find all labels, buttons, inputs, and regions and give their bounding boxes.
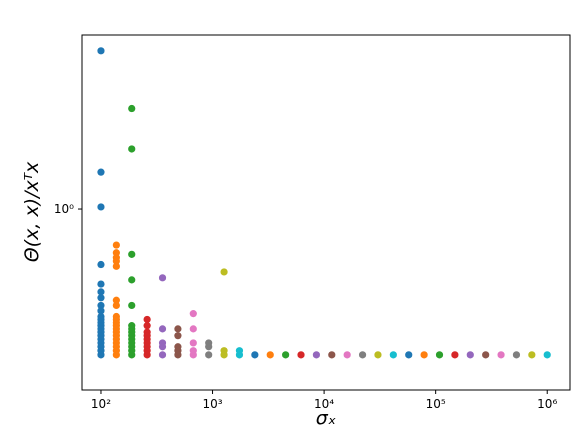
point <box>451 351 459 359</box>
x-tick-label: 10³ <box>202 397 222 411</box>
point <box>143 322 151 330</box>
point <box>112 351 120 359</box>
point <box>374 351 382 359</box>
point <box>220 268 228 276</box>
x-tick-label: 10⁵ <box>426 397 446 411</box>
point <box>128 276 136 284</box>
point <box>128 145 136 153</box>
point <box>205 351 213 359</box>
point <box>312 351 321 359</box>
point <box>112 262 120 270</box>
point <box>112 301 120 310</box>
point <box>158 343 167 351</box>
point <box>143 351 151 359</box>
point <box>297 351 305 359</box>
point <box>97 301 105 310</box>
point <box>405 351 413 359</box>
plot-frame <box>81 34 571 391</box>
point <box>358 351 367 359</box>
point <box>328 351 336 359</box>
point <box>220 351 228 359</box>
x-axis-label: σₓ <box>316 407 336 429</box>
point <box>112 241 120 249</box>
point <box>235 351 244 359</box>
point <box>128 301 136 310</box>
point <box>97 203 105 211</box>
point <box>97 280 105 288</box>
point <box>128 351 136 359</box>
point <box>174 351 182 359</box>
point <box>112 257 120 265</box>
point <box>466 351 474 359</box>
point <box>97 307 105 315</box>
point <box>97 294 105 302</box>
point <box>158 351 167 359</box>
point <box>158 325 167 333</box>
x-tick-label: 10⁴ <box>314 397 334 411</box>
point <box>528 351 536 359</box>
x-tick-label: 10⁶ <box>537 397 557 411</box>
point <box>205 343 213 351</box>
point <box>143 315 151 324</box>
point <box>543 351 551 359</box>
point <box>128 250 136 258</box>
point <box>512 351 521 359</box>
y-axis-label: Θ(x, x)/xᵀx <box>21 161 43 262</box>
point <box>251 351 259 359</box>
x-tick-label: 10² <box>91 397 111 411</box>
point <box>435 351 444 359</box>
point <box>497 351 505 359</box>
point <box>189 339 197 347</box>
point <box>128 104 136 113</box>
point <box>420 351 428 359</box>
point <box>112 296 120 304</box>
point <box>97 288 105 296</box>
point <box>97 351 105 359</box>
point <box>189 310 197 318</box>
point <box>389 351 397 359</box>
y-tick-label: 10⁰ <box>54 202 74 216</box>
point <box>97 47 105 55</box>
point <box>482 351 490 359</box>
point <box>266 351 274 359</box>
point <box>174 325 182 333</box>
point <box>97 168 105 176</box>
point <box>174 332 182 340</box>
point <box>282 351 290 359</box>
point <box>97 260 105 269</box>
point <box>343 351 351 359</box>
point <box>189 351 197 359</box>
point <box>189 325 197 333</box>
point <box>158 274 167 282</box>
